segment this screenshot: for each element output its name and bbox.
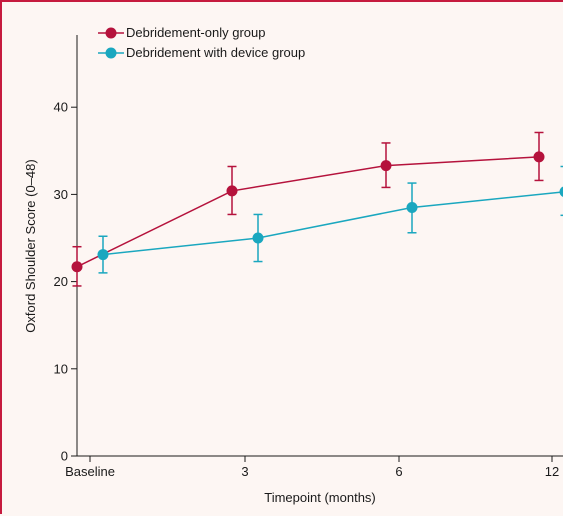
data-point — [98, 249, 109, 260]
series-debridement-only — [72, 132, 545, 285]
y-tick-label: 20 — [54, 274, 68, 289]
x-tick-label: 3 — [241, 464, 248, 479]
series-line-debridement-with-device — [103, 192, 563, 255]
legend: Debridement-only group Debridement with … — [98, 25, 305, 60]
data-point — [534, 151, 545, 162]
legend-marker-debridement-only — [106, 28, 117, 39]
series-debridement-with-device — [98, 166, 563, 272]
x-tick-label: 12 — [545, 464, 559, 479]
legend-item-debridement-with-device: Debridement with device group — [98, 45, 305, 60]
y-ticks: 0 10 20 30 40 — [54, 100, 77, 464]
x-ticks: Baseline 3 6 12 — [65, 456, 559, 479]
data-point — [253, 233, 264, 244]
data-point — [72, 261, 83, 272]
y-tick-label: 10 — [54, 361, 68, 376]
x-axis-label: Timepoint (months) — [264, 490, 376, 505]
data-point — [381, 160, 392, 171]
legend-label-debridement-only: Debridement-only group — [126, 25, 265, 40]
y-tick-label: 30 — [54, 187, 68, 202]
x-tick-label: 6 — [395, 464, 402, 479]
y-axis-label: Oxford Shoulder Score (0–48) — [23, 159, 38, 332]
data-point — [227, 185, 238, 196]
y-tick-label: 0 — [61, 449, 68, 464]
legend-marker-debridement-with-device — [106, 48, 117, 59]
series-layer — [72, 132, 563, 285]
x-tick-label: Baseline — [65, 464, 115, 479]
data-point — [407, 202, 418, 213]
legend-label-debridement-with-device: Debridement with device group — [126, 45, 305, 60]
y-tick-label: 40 — [54, 100, 68, 115]
data-point — [560, 186, 563, 197]
legend-item-debridement-only: Debridement-only group — [98, 25, 265, 40]
